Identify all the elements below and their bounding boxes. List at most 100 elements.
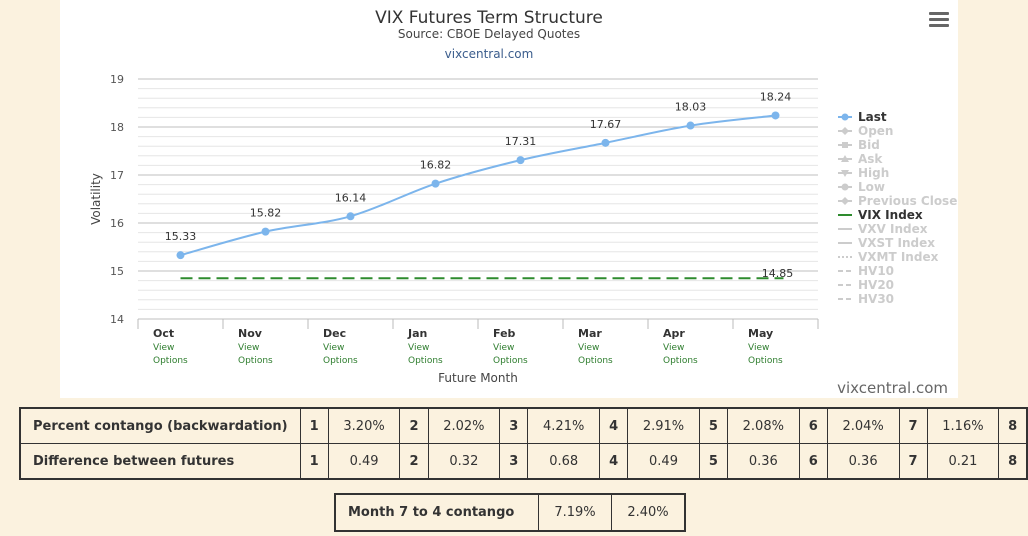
y-tick-label: 18 [110,121,124,134]
last-series-point[interactable] [771,111,780,120]
view-options-link[interactable]: View [323,343,344,353]
stats-index-cell: 6 [798,407,828,444]
x-tick-label: Apr [663,327,685,340]
x-tick-label: Dec [323,327,346,340]
hamburger-menu-icon[interactable] [929,12,949,28]
stats-value-cell: 0.49 [327,443,401,480]
view-options-link[interactable]: View [153,343,174,353]
legend-item-vxst-index[interactable]: VXST Index [858,236,935,250]
data-label: 18.03 [675,101,707,114]
stats-value-cell: 2.02% [427,407,501,444]
view-options-link[interactable]: Options [493,356,528,366]
stats-index-cell: 7 [898,407,928,444]
stats-index-cell: 8 [998,443,1027,480]
stats-index-cell: 7 [898,443,928,480]
view-options-link[interactable]: Options [238,356,273,366]
month-contango-value: 2.40% [611,493,686,532]
stats-value-cell: 1.16% [926,407,1000,444]
x-tick-label: Mar [578,327,602,340]
stats-value-cell: 0.32 [427,443,501,480]
legend-marker [842,142,848,148]
stats-value-cell: 0.21 [926,443,1000,480]
stats-value-cell: 2.08% [726,407,800,444]
month-contango-label: Month 7 to 4 contango [334,493,539,532]
view-options-link[interactable]: View [408,343,429,353]
month-contango-value: 7.19% [538,493,612,532]
chart-title: VIX Futures Term Structure [375,8,603,28]
futures-stats-table: Percent contango (backwardation) 1 3.20% 2 2… [19,407,1028,480]
stats-value-cell: 0.68 [527,443,601,480]
x-tick-label: Jan [407,327,427,340]
legend-item-open[interactable]: Open [858,124,893,138]
stats-index-cell: 3 [499,443,529,480]
view-options-link[interactable]: Options [153,356,188,366]
y-tick-label: 16 [110,217,124,230]
view-options-link[interactable]: View [493,343,514,353]
data-label: 16.14 [335,191,367,204]
y-tick-label: 14 [110,313,124,326]
legend-item-hv30[interactable]: HV30 [858,292,894,306]
legend-item-hv10[interactable]: HV10 [858,264,894,278]
legend-item-vxmt-index[interactable]: VXMT Index [858,250,939,264]
stats-value-cell: 4.21% [527,407,601,444]
legend-marker [841,197,849,205]
view-options-link[interactable]: Options [663,356,698,366]
legend-item-ask[interactable]: Ask [858,152,883,166]
stats-row-label: Difference between futures [19,443,301,480]
x-tick-label: May [748,327,773,340]
stats-value-cell: 0.36 [726,443,800,480]
chart-subtitle: Source: CBOE Delayed Quotes [398,27,580,41]
last-series-point[interactable] [176,251,185,260]
legend-item-high[interactable]: High [858,166,889,180]
view-options-link[interactable]: Options [408,356,443,366]
data-label: 17.67 [590,118,622,131]
view-options-link[interactable]: View [578,343,599,353]
stats-value-cell: 0.36 [826,443,900,480]
last-series-point[interactable] [261,227,270,236]
stats-index-cell: 8 [998,407,1027,444]
data-label: 17.31 [505,135,537,148]
legend-item-previous-close[interactable]: Previous Close [858,194,957,208]
legend-marker [841,127,849,135]
legend-item-bid[interactable]: Bid [858,138,880,152]
stats-index-cell: 4 [599,443,629,480]
stats-index-cell: 1 [299,407,329,444]
x-tick-label: Oct [153,327,174,340]
legend-item-low[interactable]: Low [858,180,885,194]
data-label: 15.33 [165,230,197,243]
last-series-point[interactable] [686,121,695,130]
view-options-link[interactable]: View [748,343,769,353]
legend-item-vxv-index[interactable]: VXV Index [858,222,928,236]
stats-row-label: Percent contango (backwardation) [19,407,301,444]
stats-index-cell: 1 [299,443,329,480]
x-axis-title: Future Month [438,371,518,385]
stats-index-cell: 3 [499,407,529,444]
month-contango-row: Month 7 to 4 contango 7.19% 2.40% [334,493,686,532]
stats-index-cell: 2 [399,443,429,480]
legend-marker [841,155,849,162]
view-options-link[interactable]: Options [323,356,358,366]
y-axis-title: Volatility [89,173,103,225]
last-series-point[interactable] [601,138,610,147]
x-tick-label: Nov [238,327,263,340]
credit-link[interactable]: vixcentral.com [445,47,534,61]
view-options-link[interactable]: View [663,343,684,353]
legend-item-vix-index[interactable]: VIX Index [858,208,923,222]
y-tick-label: 19 [110,73,124,86]
stats-value-cell: 0.49 [627,443,700,480]
legend-item-hv20[interactable]: HV20 [858,278,894,292]
legend-item-last[interactable]: Last [858,110,887,124]
view-options-link[interactable]: Options [748,356,783,366]
stats-index-cell: 4 [599,407,629,444]
x-tick-label: Feb [493,327,516,340]
last-series-point[interactable] [431,179,440,188]
data-label: 18.24 [760,90,792,103]
last-series-point[interactable] [346,212,355,221]
view-options-link[interactable]: View [238,343,259,353]
stats-value-cell: 3.20% [327,407,401,444]
last-series-point[interactable] [516,156,525,165]
chart-panel: VIX Futures Term Structure Source: CBOE D… [60,0,958,398]
legend-marker [841,170,849,177]
view-options-link[interactable]: Options [578,356,613,366]
